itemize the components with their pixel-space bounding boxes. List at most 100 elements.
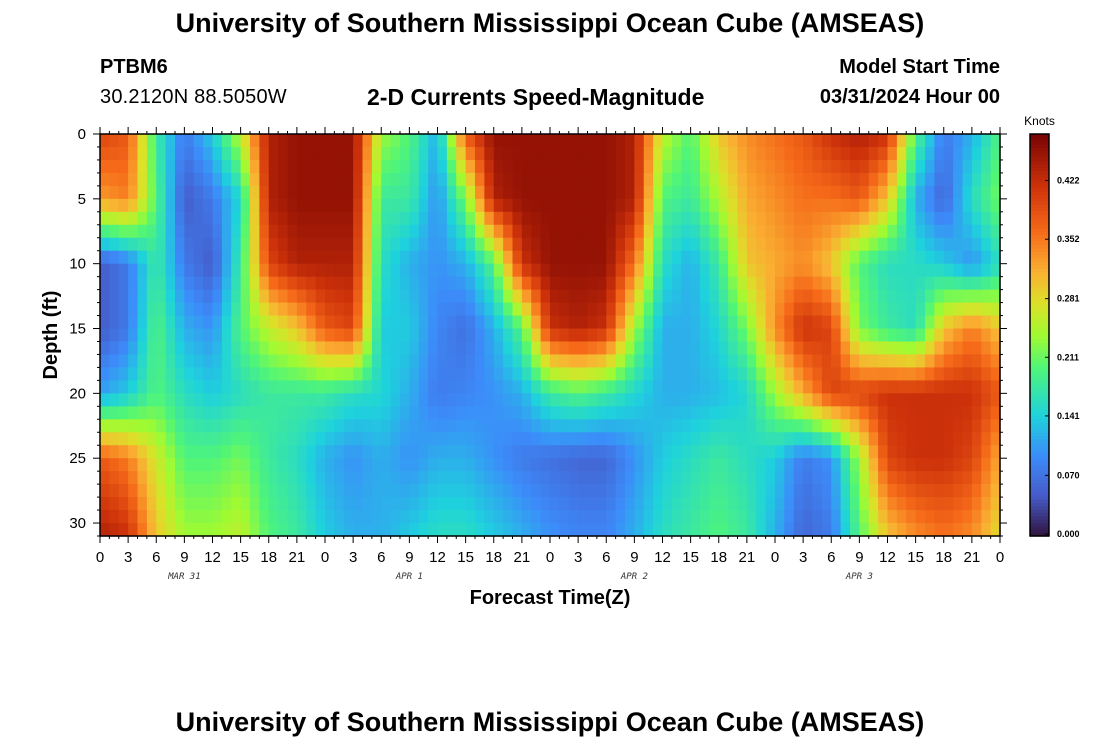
heatmap-cell	[821, 406, 832, 420]
heatmap-cell	[821, 471, 832, 485]
heatmap-cell	[803, 198, 814, 213]
heatmap-cell	[390, 185, 401, 200]
heatmap-cell	[784, 146, 795, 161]
heatmap-cell	[587, 432, 598, 446]
colorbar-segment	[1030, 482, 1049, 487]
heatmap-cell	[625, 367, 635, 381]
heatmap-cell	[906, 445, 917, 459]
heatmap-cell	[737, 263, 748, 278]
heatmap-cell	[203, 172, 214, 187]
heatmap-cell	[953, 471, 964, 485]
heatmap-cell	[784, 159, 795, 174]
heatmap-cell	[325, 432, 335, 446]
heatmap-cell	[859, 211, 870, 226]
heatmap-cell	[118, 172, 129, 187]
heatmap-cell	[231, 458, 242, 472]
heatmap-cell	[362, 276, 373, 291]
heatmap-cell	[315, 134, 326, 148]
heatmap-cell	[568, 406, 579, 420]
heatmap-cell	[868, 445, 879, 459]
heatmap-cell	[671, 224, 682, 239]
heatmap-cell	[671, 354, 682, 369]
heatmap-cell	[737, 211, 748, 226]
heatmap-cell	[559, 380, 570, 394]
heatmap-cell	[981, 172, 992, 187]
heatmap-cell	[643, 302, 654, 317]
heatmap-cell	[943, 198, 954, 213]
heatmap-cell	[990, 445, 1001, 459]
heatmap-cell	[906, 393, 917, 407]
heatmap-cell	[915, 484, 926, 498]
heatmap-cell	[475, 380, 485, 394]
heatmap-cell	[446, 510, 457, 524]
heatmap-cell	[137, 419, 148, 433]
heatmap-cell	[512, 224, 523, 239]
heatmap-cell	[700, 497, 710, 511]
heatmap-cell	[962, 302, 973, 317]
x-tick-label: 0	[771, 549, 779, 566]
heatmap-cell	[175, 134, 185, 148]
heatmap-cell	[137, 237, 148, 252]
heatmap-cell	[165, 341, 176, 356]
heatmap-cell	[653, 458, 664, 472]
heatmap-cell	[484, 315, 495, 330]
heatmap-cell	[137, 484, 148, 498]
heatmap-cell	[100, 263, 110, 278]
heatmap-cell	[503, 471, 514, 485]
heatmap-cell	[971, 328, 982, 343]
heatmap-cell	[203, 302, 214, 317]
colorbar-segment	[1030, 475, 1049, 480]
heatmap-cell	[859, 250, 870, 265]
heatmap-cell	[353, 497, 364, 511]
heatmap-cell	[568, 134, 579, 148]
heatmap-cell	[540, 380, 551, 394]
heatmap-cell	[887, 354, 898, 369]
heatmap-cell	[175, 328, 185, 343]
heatmap-cell	[990, 289, 1001, 304]
heatmap-cell	[756, 471, 767, 485]
heatmap-cell	[681, 380, 692, 394]
heatmap-cell	[803, 224, 814, 239]
heatmap-cell	[859, 146, 870, 161]
heatmap-cell	[559, 134, 570, 148]
heatmap-cell	[334, 146, 345, 161]
heatmap-cell	[221, 497, 232, 511]
heatmap-cell	[587, 354, 598, 369]
heatmap-cell	[925, 263, 935, 278]
heatmap-cell	[925, 341, 935, 356]
x-tick-label: 6	[827, 549, 835, 566]
heatmap-cell	[868, 354, 879, 369]
heatmap-cell	[671, 497, 682, 511]
heatmap-cell	[362, 146, 373, 161]
heatmap-cell	[531, 172, 542, 187]
heatmap-cell	[953, 263, 964, 278]
heatmap-cell	[521, 445, 532, 459]
heatmap-cell	[915, 172, 926, 187]
heatmap-cell	[400, 419, 410, 433]
colorbar-segment	[1030, 408, 1049, 413]
heatmap-cell	[165, 172, 176, 187]
heatmap-cell	[990, 198, 1001, 213]
heatmap-cell	[812, 458, 823, 472]
heatmap-cell	[118, 497, 129, 511]
colorbar-frame	[1029, 133, 1050, 537]
colorbar-segment	[1030, 217, 1049, 222]
heatmap-cell	[456, 458, 467, 472]
heatmap-cell	[746, 510, 757, 524]
heatmap-cell	[521, 250, 532, 265]
heatmap-cell	[775, 354, 785, 369]
heatmap-cell	[887, 134, 898, 148]
heatmap-cell	[325, 406, 335, 420]
heatmap-cell	[287, 354, 298, 369]
heatmap-cell	[990, 250, 1001, 265]
heatmap-cell	[362, 523, 373, 537]
heatmap-cell	[746, 185, 757, 200]
heatmap-cell	[128, 523, 139, 537]
heatmap-cell	[850, 523, 860, 537]
heatmap-cell	[259, 172, 270, 187]
heatmap-cell	[887, 302, 898, 317]
heatmap-cell	[662, 211, 673, 226]
heatmap-cell	[850, 276, 860, 291]
heatmap-cell	[625, 224, 635, 239]
heatmap-cell	[334, 159, 345, 174]
